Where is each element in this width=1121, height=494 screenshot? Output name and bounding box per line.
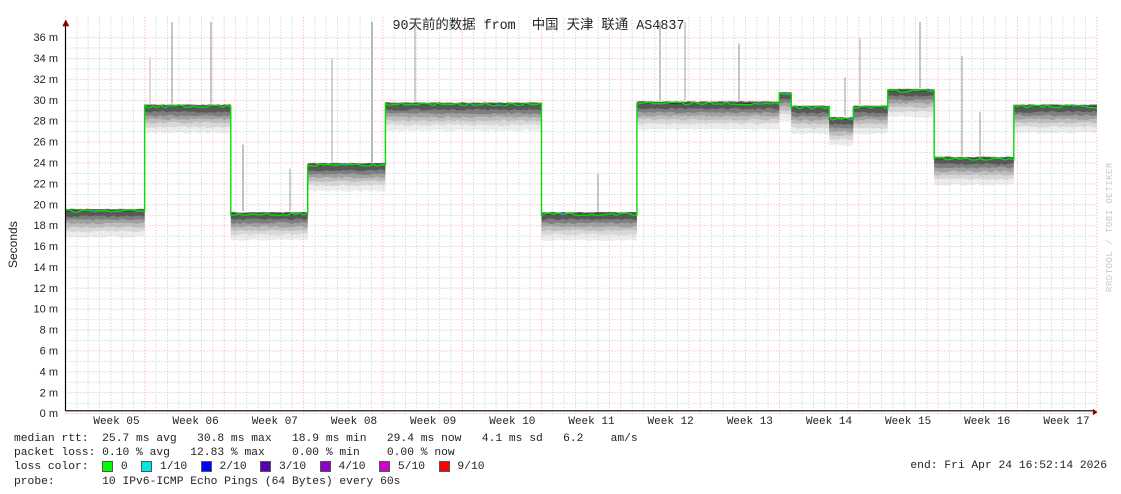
svg-text:34 m: 34 m	[34, 53, 58, 65]
svg-text:30 m: 30 m	[34, 95, 58, 107]
svg-text:Week 15: Week 15	[885, 416, 931, 428]
svg-text:Week 14: Week 14	[806, 416, 853, 428]
svg-text:14 m: 14 m	[34, 262, 58, 274]
svg-text:12 m: 12 m	[34, 283, 58, 295]
svg-text:10 m: 10 m	[34, 304, 58, 316]
svg-text:Week 05: Week 05	[93, 416, 139, 428]
svg-text:16 m: 16 m	[34, 241, 58, 253]
svg-text:24 m: 24 m	[34, 157, 58, 169]
svg-text:26 m: 26 m	[34, 137, 58, 149]
svg-text:Week 06: Week 06	[173, 416, 219, 428]
svg-text:Week 07: Week 07	[252, 416, 298, 428]
svg-text:2 m: 2 m	[40, 387, 58, 399]
svg-text:Week 12: Week 12	[648, 416, 694, 428]
svg-text:20 m: 20 m	[34, 199, 58, 211]
svg-text:18 m: 18 m	[34, 220, 58, 232]
svg-text:28 m: 28 m	[34, 116, 58, 128]
svg-text:32 m: 32 m	[34, 74, 58, 86]
svg-text:Week 09: Week 09	[410, 416, 456, 428]
svg-text:Week 17: Week 17	[1043, 416, 1089, 428]
svg-text:Week 10: Week 10	[489, 416, 535, 428]
svg-text:Week 13: Week 13	[727, 416, 773, 428]
svg-text:Week 08: Week 08	[331, 416, 377, 428]
svg-text:8 m: 8 m	[40, 325, 58, 337]
svg-text:4 m: 4 m	[40, 366, 58, 378]
svg-text:36 m: 36 m	[34, 32, 58, 44]
svg-text:22 m: 22 m	[34, 178, 58, 190]
svg-text:Week 11: Week 11	[568, 416, 615, 428]
svg-text:0 m: 0 m	[40, 408, 58, 420]
svg-text:Week 16: Week 16	[964, 416, 1010, 428]
svg-text:6 m: 6 m	[40, 345, 58, 357]
